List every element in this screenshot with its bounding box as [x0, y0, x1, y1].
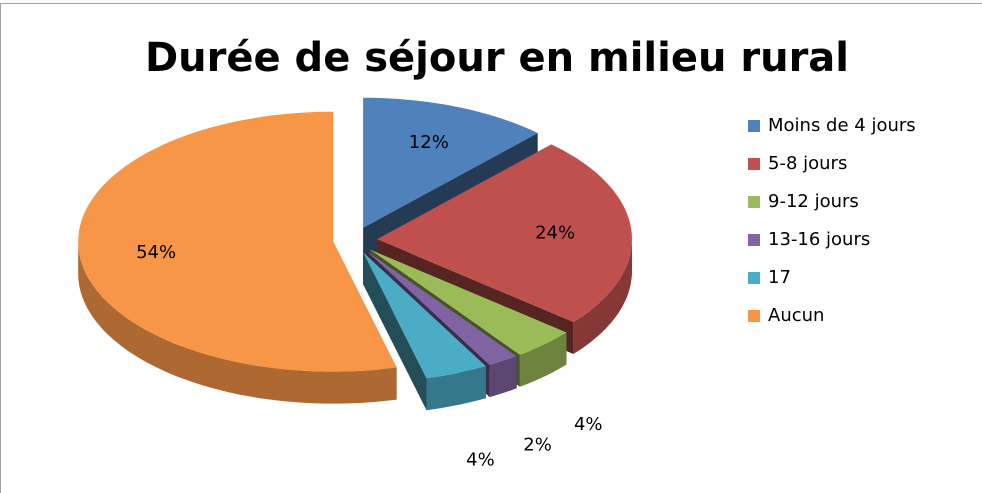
- slice: [366, 251, 517, 366]
- legend-swatch: [748, 272, 760, 284]
- data-label: 2%: [523, 434, 552, 455]
- slice-side: [519, 332, 567, 387]
- legend-swatch: [748, 158, 760, 170]
- legend-label: Moins de 4 jours: [768, 115, 916, 136]
- data-label: 4%: [574, 414, 603, 435]
- legend-label: 13-16 jours: [768, 229, 870, 250]
- slice-wall: [363, 252, 427, 411]
- legend-label: 9-12 jours: [768, 191, 859, 212]
- data-label: 4%: [466, 449, 495, 470]
- data-label: 12%: [409, 132, 449, 153]
- data-label: 24%: [535, 222, 575, 243]
- slice: [370, 249, 567, 355]
- slice-side: [573, 239, 632, 354]
- legend-label: 5-8 jours: [768, 153, 847, 174]
- slice: [78, 111, 397, 372]
- slice-side: [426, 366, 486, 411]
- slice: [377, 144, 632, 322]
- slice: [363, 252, 486, 379]
- slice-side: [78, 241, 397, 404]
- legend-swatch: [748, 120, 760, 132]
- legend-swatch: [748, 196, 760, 208]
- slice: [363, 97, 538, 228]
- data-label: 54%: [136, 242, 176, 263]
- legend-swatch: [748, 310, 760, 322]
- legend-swatch: [748, 234, 760, 246]
- chart-title: Durée de séjour en milieu rural: [145, 35, 849, 81]
- legend-label: 17: [768, 267, 791, 288]
- slice-side: [489, 356, 517, 398]
- legend-label: Aucun: [768, 305, 824, 326]
